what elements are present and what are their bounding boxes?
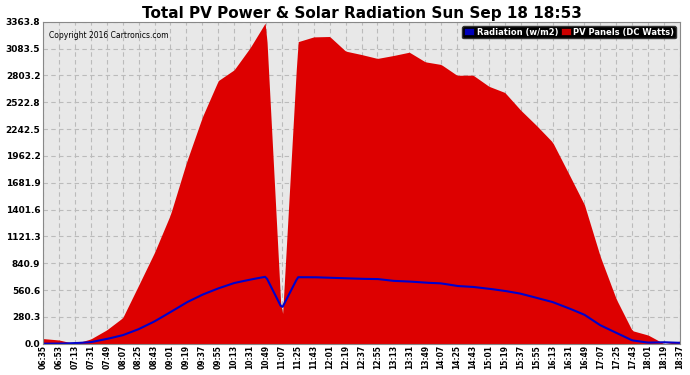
Legend: Radiation (w/m2), PV Panels (DC Watts): Radiation (w/m2), PV Panels (DC Watts): [462, 26, 676, 38]
Title: Total PV Power & Solar Radiation Sun Sep 18 18:53: Total PV Power & Solar Radiation Sun Sep…: [141, 6, 582, 21]
Text: Copyright 2016 Cartronics.com: Copyright 2016 Cartronics.com: [50, 32, 169, 40]
